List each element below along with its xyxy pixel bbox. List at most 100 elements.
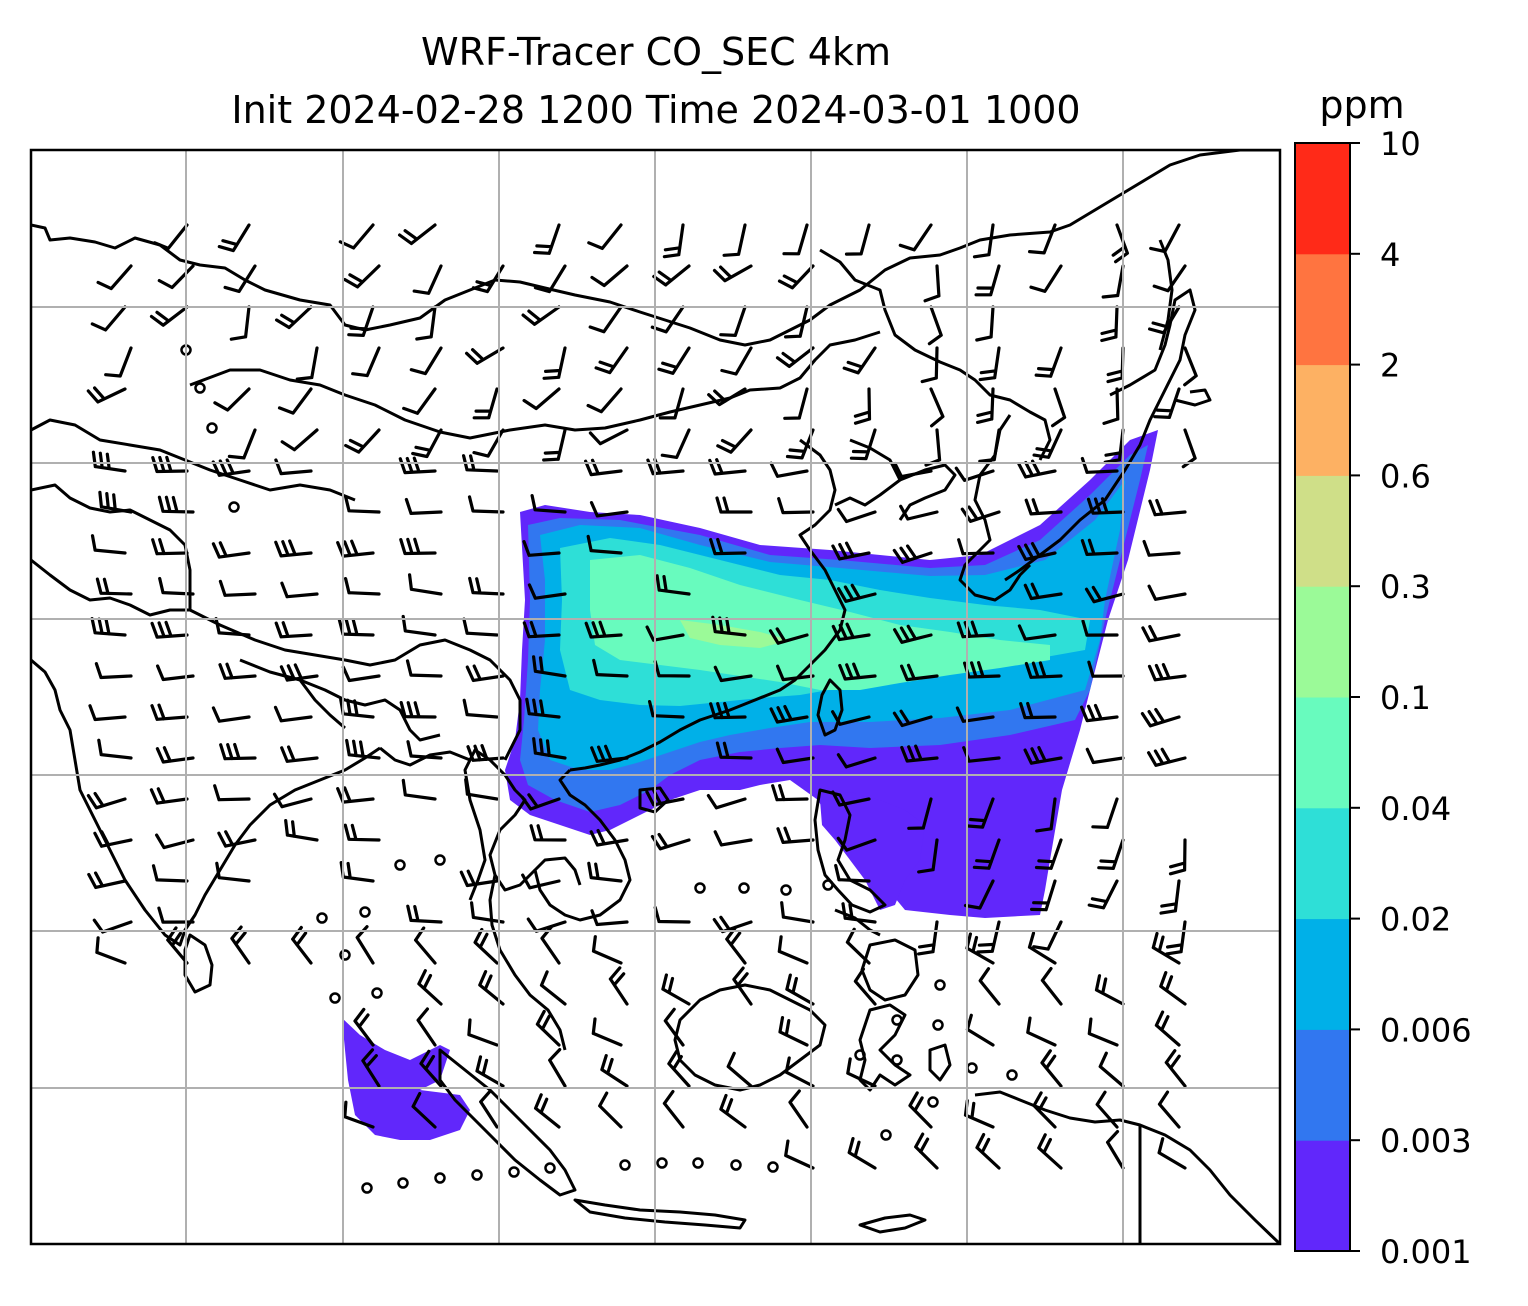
wind-barb bbox=[405, 659, 443, 678]
wind-barb bbox=[1040, 1049, 1063, 1088]
wind-barb bbox=[211, 541, 251, 559]
calm-wind-marker bbox=[329, 992, 341, 1004]
wind-barb bbox=[295, 346, 319, 381]
wind-barb bbox=[711, 615, 747, 637]
border-nepal bbox=[239, 658, 346, 730]
wind-barb bbox=[1080, 538, 1119, 556]
wind-barb bbox=[589, 829, 629, 847]
calm-wind-marker bbox=[361, 1182, 373, 1194]
wind-barb bbox=[917, 838, 939, 874]
wind-barb bbox=[93, 830, 133, 848]
wind-barb bbox=[776, 664, 815, 682]
wind-barb bbox=[213, 784, 251, 802]
colorbar: 0.001 0.003 0.006 0.02 0.04 0.1 0.3 0.6 2 4 10 bbox=[1294, 125, 1472, 1271]
wind-barb bbox=[534, 1093, 561, 1129]
wind-barb bbox=[157, 495, 195, 514]
calm-wind-marker bbox=[822, 879, 834, 891]
wind-barb bbox=[218, 579, 257, 597]
wind-barb bbox=[587, 223, 623, 250]
wind-barb bbox=[462, 617, 499, 637]
wind-barb bbox=[219, 742, 257, 761]
wind-barb bbox=[722, 223, 747, 257]
wind-barb bbox=[529, 824, 567, 842]
wind-barb bbox=[337, 618, 375, 637]
coast-new-guinea bbox=[974, 1090, 1280, 1244]
wind-barb bbox=[719, 305, 747, 337]
wind-barb bbox=[715, 496, 753, 514]
wind-barb bbox=[590, 264, 629, 288]
wind-barb bbox=[588, 305, 623, 334]
calm-wind-marker bbox=[780, 884, 792, 896]
wind-barb bbox=[1168, 838, 1187, 876]
wind-barb bbox=[660, 428, 691, 459]
colorbar-segment bbox=[1295, 1029, 1350, 1141]
wind-barb bbox=[784, 305, 809, 339]
coast-gulf-thailand bbox=[488, 774, 537, 892]
wind-barb bbox=[479, 1089, 499, 1129]
wind-barb bbox=[1030, 879, 1057, 912]
wind-barb bbox=[399, 537, 437, 556]
wind-barb bbox=[90, 534, 127, 555]
calm-wind-marker bbox=[339, 949, 351, 961]
calm-wind-marker bbox=[434, 1172, 446, 1184]
wind-barb bbox=[153, 223, 189, 250]
colorbar-tick-label: 0.1 bbox=[1380, 679, 1431, 717]
wind-barb bbox=[780, 901, 815, 924]
wind-barb bbox=[837, 583, 877, 603]
border-tibet bbox=[299, 678, 441, 742]
wind-barb bbox=[280, 581, 319, 599]
wind-barb bbox=[90, 617, 127, 637]
wind-barb bbox=[776, 826, 815, 844]
wind-barb bbox=[598, 1091, 623, 1129]
wind-barb bbox=[156, 664, 195, 682]
wind-barb bbox=[715, 741, 753, 760]
wind-barb bbox=[409, 346, 443, 376]
wind-barb bbox=[853, 387, 872, 425]
wind-barb bbox=[95, 936, 127, 965]
wind-barb bbox=[472, 428, 505, 458]
wind-barb bbox=[347, 305, 375, 337]
wind-barb bbox=[591, 1017, 623, 1047]
wind-barb bbox=[777, 497, 815, 515]
wind-barb bbox=[713, 665, 753, 683]
wind-barb bbox=[404, 497, 443, 515]
wind-barb bbox=[521, 873, 561, 890]
wind-barb bbox=[836, 753, 877, 769]
wind-barb bbox=[662, 223, 685, 259]
wind-barb bbox=[1017, 624, 1057, 641]
wind-barb bbox=[893, 624, 933, 644]
wind-barb bbox=[213, 387, 251, 412]
wind-barb bbox=[412, 264, 443, 295]
calm-wind-marker bbox=[891, 1014, 903, 1026]
calm-wind-marker bbox=[891, 1054, 903, 1066]
wind-barb bbox=[1017, 542, 1057, 561]
wind-barb bbox=[91, 450, 127, 473]
wind-barb bbox=[398, 223, 437, 246]
wind-barb bbox=[1164, 1049, 1187, 1088]
wind-barb bbox=[975, 305, 995, 342]
coast-hokkaido bbox=[1174, 388, 1212, 407]
colorbar-segment bbox=[1295, 697, 1350, 809]
wind-barb bbox=[1037, 1133, 1063, 1170]
calm-wind-marker bbox=[694, 882, 706, 894]
wind-barb bbox=[284, 819, 319, 842]
wind-barb bbox=[1084, 585, 1125, 604]
wind-barb bbox=[662, 1090, 685, 1129]
wind-barb bbox=[467, 1018, 499, 1047]
wind-barb bbox=[771, 784, 809, 802]
wind-barb bbox=[976, 387, 995, 424]
wind-barb bbox=[229, 305, 251, 341]
wind-barb bbox=[535, 1009, 561, 1047]
coast-luzon bbox=[813, 788, 887, 914]
wind-barb bbox=[1081, 619, 1119, 637]
wind-barb bbox=[411, 1092, 437, 1129]
wind-barb bbox=[842, 346, 877, 375]
calm-wind-marker bbox=[206, 422, 218, 434]
calm-wind-marker bbox=[508, 1166, 520, 1178]
wind-barb bbox=[522, 620, 561, 639]
wind-barb bbox=[954, 466, 995, 482]
wind-barb bbox=[836, 507, 877, 524]
wind-barb bbox=[784, 1056, 815, 1088]
colorbar-segment bbox=[1295, 253, 1350, 366]
